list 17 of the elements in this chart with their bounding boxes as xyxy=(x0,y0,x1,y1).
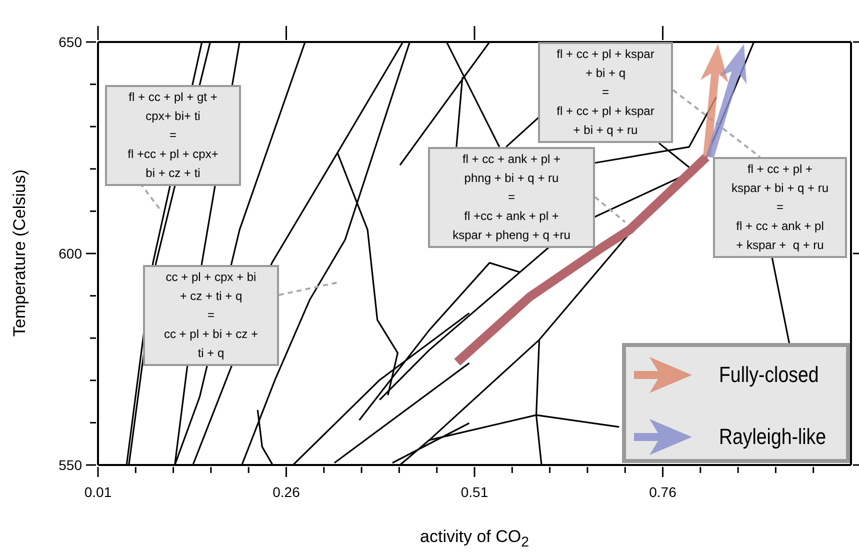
x-tick-label: 0.51 xyxy=(460,484,488,500)
x-tick-label: 0.26 xyxy=(272,484,300,500)
note-box: fl + cc + pl + kspar + bi + q = fl + cc + pl + kspar + bi + q + ru xyxy=(538,42,673,143)
x-tick-label: 0.76 xyxy=(649,484,677,500)
x-tick-label: 0.01 xyxy=(84,484,112,500)
key-box: Fully-closed Rayleigh-like xyxy=(622,343,850,463)
annotation: Rayleigh-like xyxy=(719,424,826,450)
y-tick-label: 600 xyxy=(58,246,82,262)
annotation: Fully-closed xyxy=(719,362,819,388)
note-box: cc + pl + cpx + bi + cz + ti + q = cc + pl + bi + cz + ti + q xyxy=(143,265,279,366)
note-box: fl + cc + pl + kspar + bi + q + ru = fl + cc + ank + pl + kspar + q + ru xyxy=(713,157,847,258)
note-box: fl + cc + ank + pl + phng + bi + q + ru = fl +cc + ank + pl + kspar + pheng + q +ru xyxy=(428,147,595,248)
y-axis-title: Temperature (Celsius) xyxy=(10,168,30,338)
note-box: fl + cc + pl + gt + cpx+ bi+ ti = fl +cc + pl + cpx+ bi + cz + ti xyxy=(105,85,241,186)
y-tick-label: 550 xyxy=(58,457,82,473)
x-axis-title: activity of CO$_{2}$ xyxy=(419,527,530,550)
y-tick-label: 650 xyxy=(58,34,82,50)
